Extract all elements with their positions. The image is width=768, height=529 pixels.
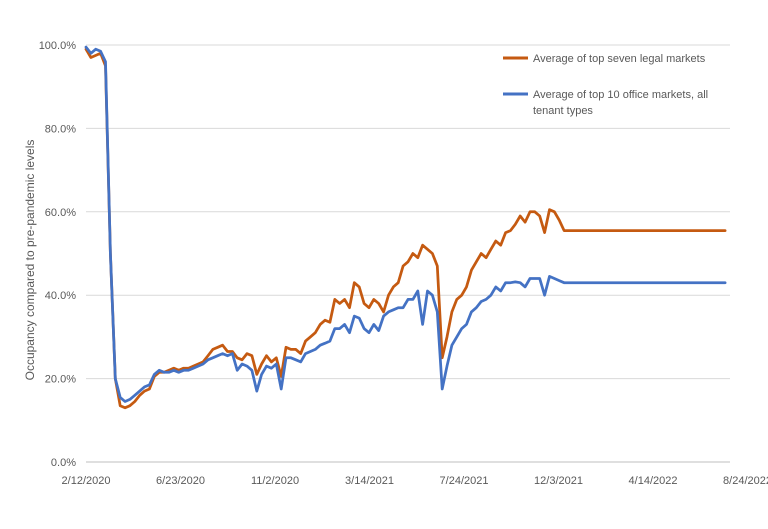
x-tick-label: 7/24/2021 bbox=[440, 475, 489, 487]
x-tick-label: 11/2/2020 bbox=[251, 475, 299, 487]
series-line-legal bbox=[84, 47, 727, 410]
legend-label: Average of top seven legal markets bbox=[533, 53, 706, 65]
gridlines bbox=[86, 44, 730, 463]
y-tick-label: 100.0% bbox=[39, 40, 77, 52]
x-tick-label: 4/14/2022 bbox=[629, 475, 678, 487]
y-axis-tick-labels: 0.0% 20.0% 40.0% 60.0% 80.0% 100.0% bbox=[39, 40, 77, 469]
y-axis-label: Occupancy compared to pre-pandemic level… bbox=[23, 140, 37, 381]
x-tick-label: 6/23/2020 bbox=[156, 475, 205, 487]
x-axis-tick-labels: 2/12/2020 6/23/2020 11/2/2020 3/14/2021 7/24… bbox=[62, 475, 768, 487]
x-tick-label: 12/3/2021 bbox=[534, 475, 583, 487]
x-tick-label: 8/24/2022 bbox=[723, 475, 768, 487]
y-tick-label: 80.0% bbox=[45, 123, 76, 135]
x-tick-label: 3/14/2021 bbox=[345, 475, 394, 487]
series-lines bbox=[84, 45, 727, 410]
legend-label: Average of top 10 office markets, all ten… bbox=[533, 89, 708, 117]
y-tick-label: 40.0% bbox=[45, 290, 76, 302]
legend: Average of top seven legal markets Averag… bbox=[503, 53, 708, 117]
y-tick-label: 0.0% bbox=[51, 457, 76, 469]
x-tick-label: 2/12/2020 bbox=[62, 475, 111, 487]
series-line-office bbox=[84, 45, 727, 403]
y-tick-label: 60.0% bbox=[45, 207, 76, 219]
y-tick-label: 20.0% bbox=[45, 374, 76, 386]
